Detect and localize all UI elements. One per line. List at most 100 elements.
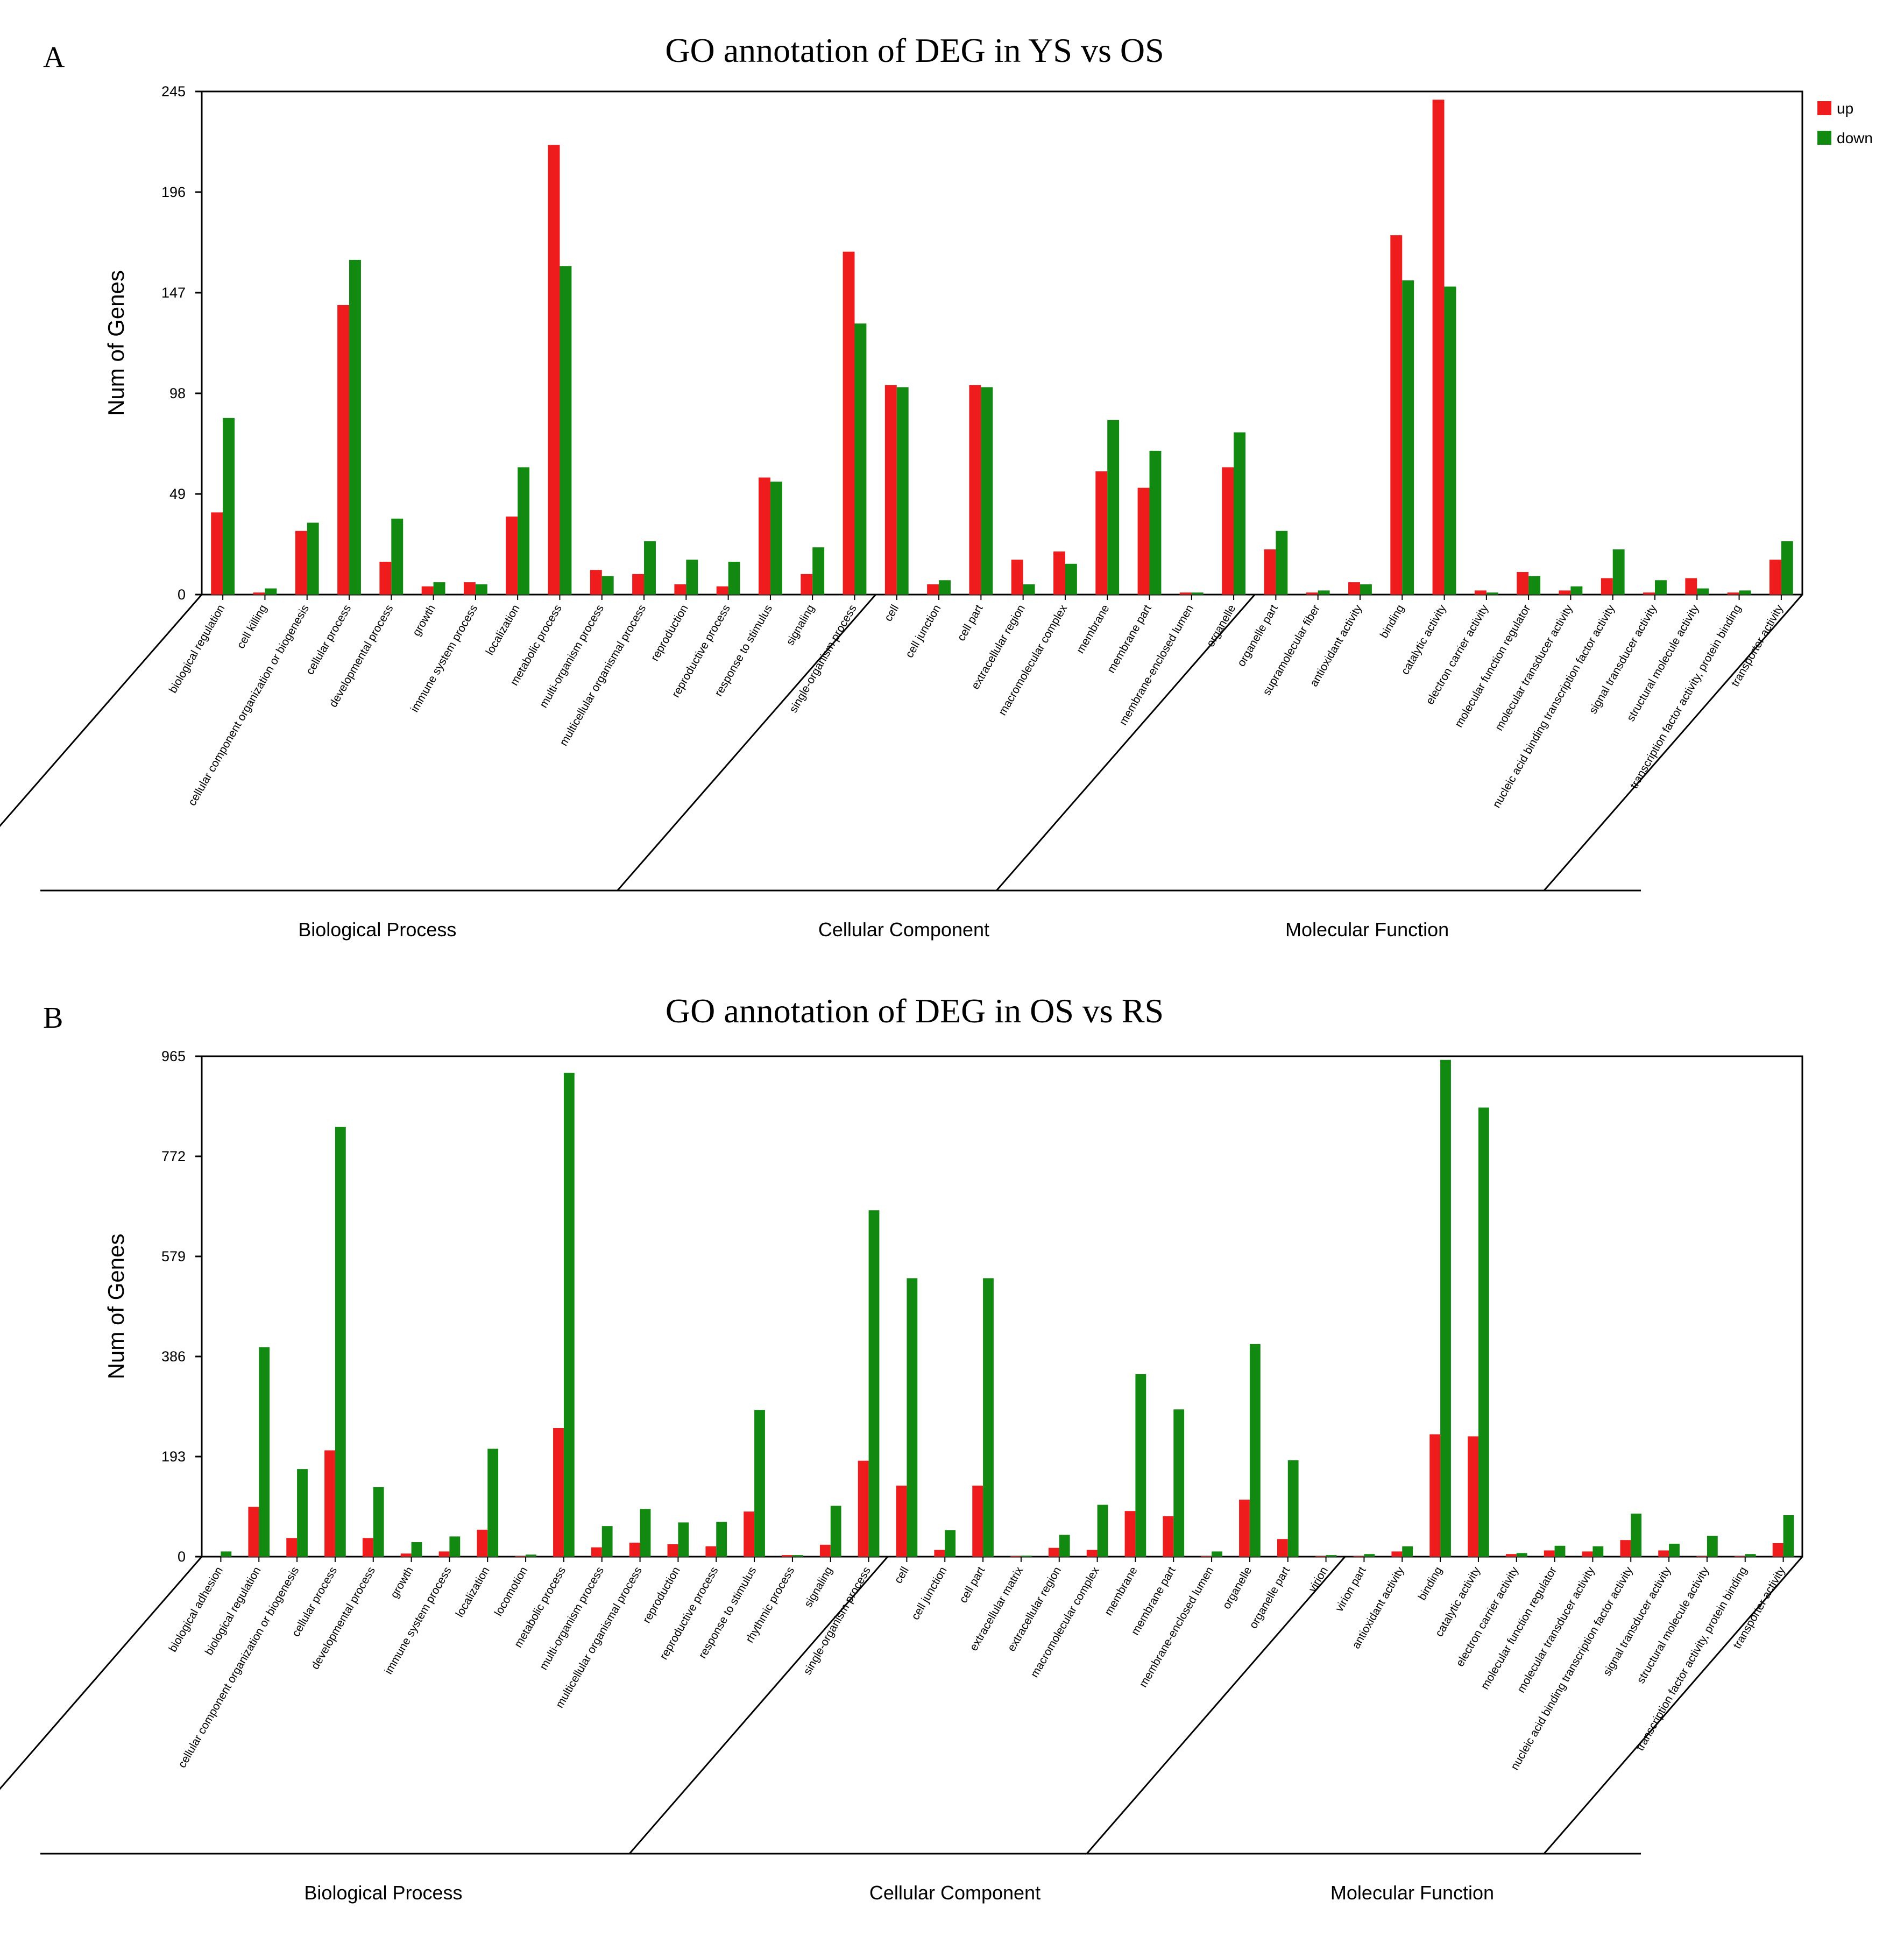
bar-up (819, 1544, 831, 1557)
category-label: cell junction (903, 603, 944, 660)
category-label: molecular function regulator (1478, 1565, 1559, 1692)
bar-up (1696, 1556, 1707, 1557)
category-label: catalytic activity (1399, 603, 1449, 677)
bar-up (1163, 1516, 1174, 1557)
bar-up (884, 385, 897, 595)
bar-down (1097, 1504, 1108, 1557)
bar-up (1277, 1539, 1288, 1557)
category-label: cell junction (909, 1565, 950, 1622)
bar-up (1505, 1554, 1517, 1557)
bar-up (629, 1542, 640, 1557)
bar-up (1222, 467, 1234, 595)
bar-up (972, 1485, 983, 1557)
bar-up (379, 561, 392, 595)
bar-down (754, 1410, 765, 1557)
bar-down (1149, 450, 1162, 595)
bar-up (1727, 592, 1739, 595)
y-tick-label: 193 (161, 1449, 186, 1465)
bar-up (1517, 572, 1529, 595)
bar-down (1135, 1374, 1146, 1557)
bar-down (475, 584, 487, 595)
category-label: membrane (1102, 1565, 1140, 1617)
bar-up (632, 574, 645, 595)
bar-down (1739, 590, 1751, 595)
y-tick-label: 772 (161, 1148, 186, 1164)
bar-down (1065, 563, 1077, 595)
y-tick-label: 965 (161, 1048, 186, 1064)
bar-up (438, 1551, 450, 1557)
bar-up (1048, 1548, 1059, 1557)
bar-up (705, 1546, 717, 1557)
bar-down (1191, 592, 1204, 595)
category-label: cell part (955, 603, 986, 643)
category-label: localization (484, 603, 522, 657)
bar-up (1474, 590, 1487, 595)
bar-down (601, 1526, 613, 1557)
bar-up (758, 477, 770, 595)
bar-up (1137, 487, 1150, 595)
y-tick-label: 386 (161, 1348, 186, 1365)
bar-down (1287, 1460, 1299, 1557)
bar-down (1440, 1059, 1451, 1557)
y-tick-label: 579 (161, 1248, 186, 1264)
bar-up (1620, 1540, 1631, 1557)
bar-up (590, 570, 602, 595)
category-label: multi-organism process (537, 1565, 606, 1672)
bar-down (1021, 1556, 1032, 1557)
bar-down (265, 588, 277, 595)
group-label: Biological Process (304, 1882, 462, 1904)
bar-down (1486, 592, 1498, 595)
bar-down (335, 1127, 346, 1557)
bar-up (1315, 1556, 1326, 1557)
bar-down (792, 1555, 803, 1557)
bar-down (1570, 586, 1583, 595)
group-divider (617, 594, 876, 891)
bar-down (945, 1530, 956, 1557)
category-label: multicellular organismal process (557, 603, 648, 748)
bar-down (223, 418, 235, 595)
group-divider (0, 1556, 203, 1790)
group-label: Cellular Component (818, 918, 989, 941)
bar-up (324, 1450, 335, 1557)
group-divider (628, 1556, 889, 1854)
category-label: cell (882, 603, 901, 624)
bar-down (770, 482, 782, 595)
bar-down (526, 1555, 536, 1557)
category-label: membrane-enclosed lumen (1117, 603, 1196, 727)
category-label: locomotion (492, 1565, 530, 1618)
bar-up (548, 145, 560, 595)
y-tick-label: 49 (169, 486, 186, 502)
category-label: reproduction (640, 1565, 682, 1626)
bar-up (286, 1538, 298, 1557)
bar-down (1023, 584, 1035, 595)
bar-down (1478, 1107, 1489, 1557)
plot-frame (201, 1055, 1803, 1558)
category-label: molecular transducer activity (1493, 603, 1575, 733)
bar-down (1783, 1515, 1794, 1557)
bar-up (1601, 578, 1613, 595)
bar-down (297, 1469, 308, 1557)
bar-down (1781, 541, 1793, 595)
panel-letter: A (43, 41, 65, 74)
bar-up (1011, 560, 1023, 595)
bar-down (907, 1278, 918, 1557)
bar-down (373, 1487, 384, 1557)
category-label: single-organism process (801, 1565, 873, 1677)
bar-down (812, 547, 825, 595)
bar-up (211, 512, 223, 595)
plot-frame (201, 90, 1803, 596)
category-label: biological regulation (167, 603, 228, 695)
category-label: membrane (1074, 603, 1112, 655)
bar-up (362, 1538, 373, 1557)
bar-up (1734, 1556, 1745, 1557)
group-divider (1086, 1556, 1346, 1854)
bar-down (868, 1210, 880, 1557)
bar-down (1444, 286, 1456, 595)
bar-up (674, 584, 686, 595)
bar-up (295, 531, 307, 595)
category-label: structural molecule activity (1625, 603, 1702, 724)
bar-down (830, 1506, 841, 1557)
bar-up (477, 1529, 488, 1557)
bar-down (1364, 1554, 1375, 1557)
